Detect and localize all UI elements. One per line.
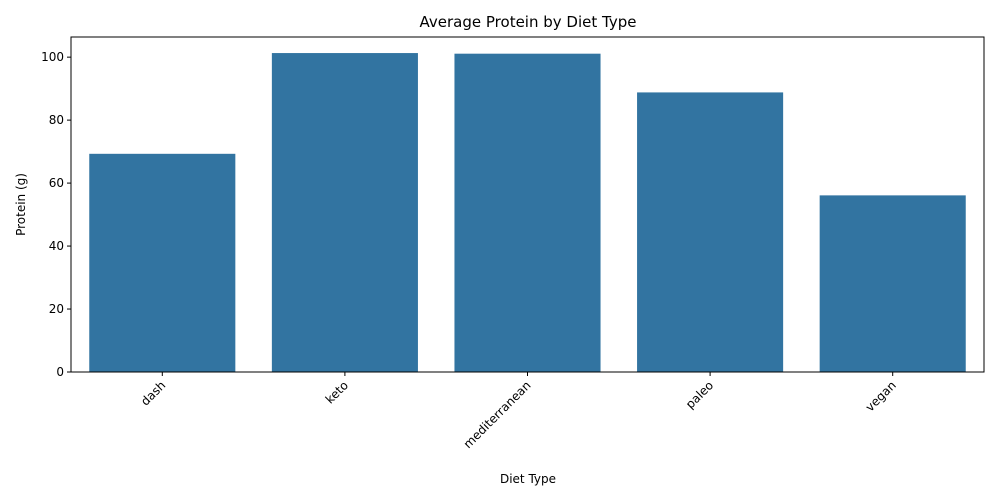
bars-group (89, 53, 966, 372)
y-tick-label: 20 (49, 302, 64, 316)
y-tick-label: 40 (49, 239, 64, 253)
y-axis-ticks: 0 20 40 60 80 100 (41, 50, 71, 379)
chart-title: Average Protein by Diet Type (420, 13, 637, 31)
bar-vegan (819, 195, 966, 372)
y-tick-label: 0 (56, 365, 64, 379)
plot-frame (70, 36, 985, 373)
y-axis-label: Protein (g) (14, 173, 28, 236)
bar-dash (89, 153, 236, 372)
y-tick-label: 100 (41, 50, 64, 64)
y-tick-label: 80 (49, 113, 64, 127)
bar-keto (271, 53, 418, 372)
y-tick-label: 60 (49, 176, 64, 190)
x-axis-label: Diet Type (500, 472, 556, 486)
bar-mediterranean (454, 53, 601, 372)
bar-paleo (637, 92, 784, 372)
